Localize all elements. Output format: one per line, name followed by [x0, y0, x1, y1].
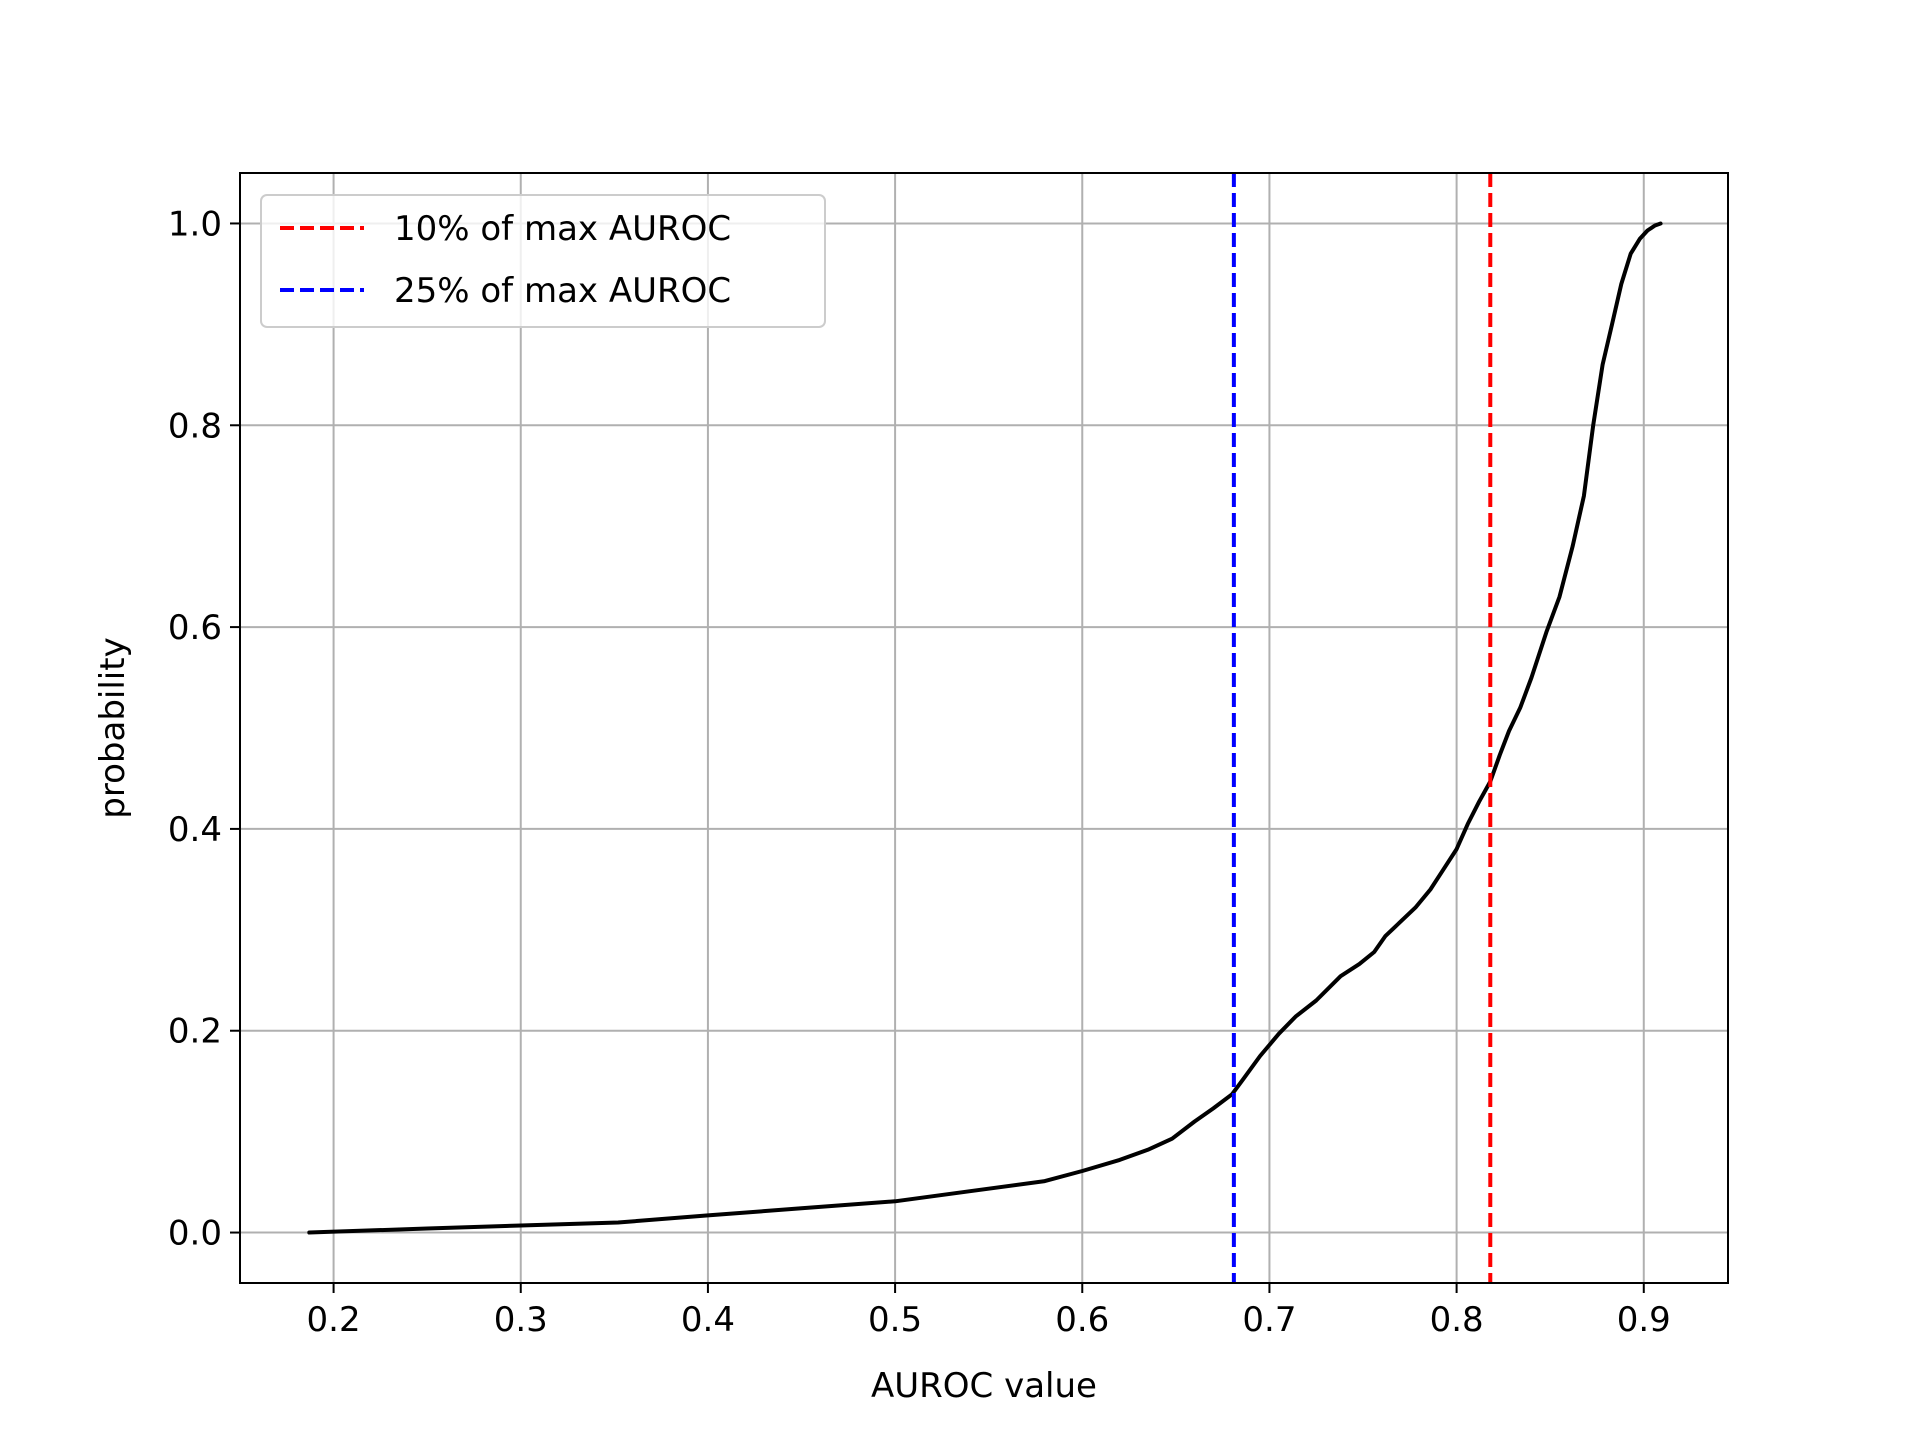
x-tick-label: 0.5: [868, 1300, 922, 1340]
legend-label-25-percent: 25% of max AUROC: [394, 271, 731, 311]
y-tick-label: 1.0: [168, 204, 222, 244]
y-tick-label: 0.2: [168, 1012, 222, 1052]
x-tick-label: 0.6: [1055, 1300, 1109, 1340]
curve-series-0: [307, 221, 1663, 1235]
y-tick-label: 0.4: [168, 810, 222, 850]
x-tick-label: 0.8: [1430, 1300, 1484, 1340]
y-tick-label: 0.0: [168, 1214, 222, 1254]
legend-label-10-percent: 10% of max AUROC: [394, 209, 731, 249]
legend-box: [260, 194, 826, 328]
plot-frame: [239, 172, 1729, 1284]
y-axis-label: probability: [93, 637, 133, 818]
x-tick-label: 0.7: [1242, 1300, 1296, 1340]
x-tick-label: 0.3: [494, 1300, 548, 1340]
grid: [240, 173, 1728, 1283]
legend: 10% of max AUROC 25% of max AUROC: [260, 194, 826, 328]
x-tick-label: 0.4: [681, 1300, 735, 1340]
y-ticks: 0.0 0.2 0.4 0.6 0.8 1.0: [168, 204, 240, 1254]
x-axis-label: AUROC value: [871, 1366, 1097, 1406]
y-tick-label: 0.6: [168, 608, 222, 648]
lines: [307, 173, 1663, 1283]
y-tick-label: 0.8: [168, 406, 222, 446]
x-ticks: 0.2 0.3 0.4 0.5 0.6 0.7 0.8 0.9: [307, 1283, 1671, 1340]
x-tick-label: 0.9: [1617, 1300, 1671, 1340]
x-tick-label: 0.2: [307, 1300, 361, 1340]
plot-area: [240, 173, 1728, 1283]
